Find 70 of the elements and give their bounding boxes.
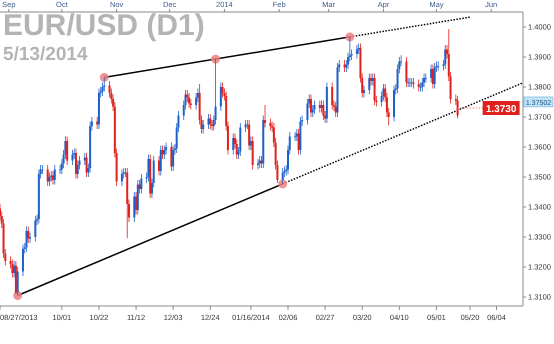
candlestick xyxy=(434,62,436,89)
candlestick xyxy=(306,98,308,125)
candlestick xyxy=(46,164,49,186)
candlestick xyxy=(124,168,126,178)
candlestick xyxy=(138,180,141,194)
candlestick xyxy=(260,156,262,168)
chart-title: EUR/USD (D1) xyxy=(3,9,205,42)
candlestick xyxy=(320,100,323,113)
candlestick xyxy=(41,164,44,174)
candlestick xyxy=(188,92,190,108)
candlestick xyxy=(48,172,50,186)
candlestick xyxy=(222,82,224,98)
candlestick xyxy=(195,92,198,110)
candlestick xyxy=(264,104,266,128)
candlestick xyxy=(374,73,376,106)
candlestick xyxy=(456,96,459,119)
candlestick xyxy=(232,133,234,155)
candlestick xyxy=(331,82,334,110)
candlestick xyxy=(269,118,272,131)
candlestick xyxy=(220,82,222,112)
candlestick xyxy=(207,114,210,130)
candlestick xyxy=(52,170,54,185)
candlestick xyxy=(34,216,36,242)
candlestick xyxy=(356,44,358,59)
candlestick xyxy=(368,73,370,95)
candlestick xyxy=(421,78,424,92)
point xyxy=(100,72,109,82)
candlestick xyxy=(244,120,247,132)
candlestick xyxy=(26,226,28,252)
candlestick xyxy=(298,128,300,155)
candlestick xyxy=(76,160,79,179)
candlestick xyxy=(258,156,261,168)
candlestick xyxy=(22,244,24,276)
annotation: 1.3730 xyxy=(486,104,517,115)
candlestick xyxy=(282,168,284,184)
candlestick xyxy=(294,132,296,142)
candlestick xyxy=(246,120,248,130)
candlestick xyxy=(420,82,422,92)
point xyxy=(345,32,354,42)
candlestick xyxy=(312,104,314,118)
candlestick xyxy=(256,158,259,170)
candlestick xyxy=(310,94,312,118)
point xyxy=(211,54,220,64)
candlestick xyxy=(344,60,346,72)
candlestick xyxy=(362,85,365,98)
candlestick xyxy=(172,145,174,172)
candlestick xyxy=(418,79,420,92)
candlestick xyxy=(202,120,204,134)
candlestick xyxy=(160,145,162,176)
candlestick xyxy=(358,43,360,54)
candlestick xyxy=(430,64,432,83)
candlestick xyxy=(209,114,212,130)
candlestick xyxy=(165,142,168,155)
candlestick xyxy=(66,136,68,166)
candlestick xyxy=(334,102,337,118)
point xyxy=(278,179,288,188)
candlestick xyxy=(103,77,106,92)
candlestick xyxy=(54,164,56,185)
candlestick xyxy=(71,150,74,166)
candlestick xyxy=(135,192,138,215)
candlestick xyxy=(16,266,19,296)
candlestick xyxy=(314,100,316,114)
candlestick xyxy=(96,116,98,130)
candlestick xyxy=(120,169,123,186)
candlestick xyxy=(239,122,242,156)
candlestick xyxy=(405,56,408,88)
text: 5/13/2014 xyxy=(3,44,88,66)
candlestick xyxy=(29,232,32,244)
candlestick xyxy=(50,170,52,182)
candlestick xyxy=(158,156,160,176)
